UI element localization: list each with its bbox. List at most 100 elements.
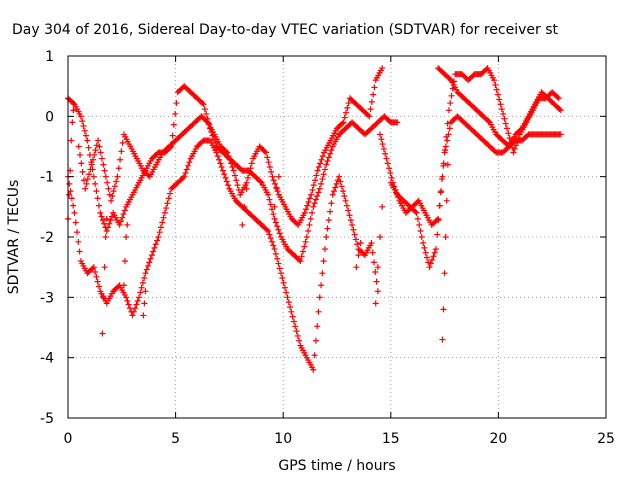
data-point	[440, 160, 447, 167]
data-point	[115, 165, 122, 172]
data-point	[71, 101, 78, 108]
data-point	[83, 180, 90, 187]
data-point	[394, 119, 401, 126]
data-point	[337, 178, 344, 185]
data-point	[214, 153, 221, 160]
data-point	[366, 113, 373, 120]
data-point	[101, 264, 108, 271]
data-point	[120, 282, 127, 289]
data-point	[301, 243, 308, 250]
data-point	[99, 155, 106, 162]
series-2	[65, 137, 381, 373]
series-3	[75, 65, 386, 228]
data-point	[556, 106, 563, 113]
data-point	[155, 234, 162, 240]
data-point	[430, 253, 437, 260]
data-point	[69, 119, 76, 126]
data-point	[325, 217, 332, 224]
chart-title: Day 304 of 2016, Sidereal Day-to-day VTE…	[12, 22, 559, 38]
data-point	[105, 224, 112, 231]
data-point	[338, 183, 345, 190]
data-point	[143, 266, 150, 273]
data-point	[142, 270, 149, 277]
data-point	[500, 110, 507, 117]
data-point	[515, 135, 522, 142]
data-point	[266, 196, 273, 203]
data-point	[107, 217, 114, 224]
data-point	[493, 86, 500, 93]
y-tick-label: -1	[40, 170, 54, 186]
axis-ticks	[67, 55, 607, 419]
data-point	[85, 144, 92, 151]
data-point	[89, 156, 96, 163]
data-point	[269, 238, 276, 245]
data-point	[89, 265, 96, 272]
data-point	[368, 240, 375, 247]
data-point	[387, 170, 394, 177]
data-point	[289, 313, 296, 320]
data-point	[302, 238, 309, 245]
data-point	[80, 177, 87, 184]
data-point	[432, 246, 439, 253]
data-point	[273, 185, 280, 192]
data-point	[364, 112, 371, 119]
data-point	[305, 199, 312, 206]
data-point	[67, 188, 74, 195]
data-point	[80, 122, 87, 129]
data-point	[315, 189, 322, 196]
data-point	[379, 65, 386, 72]
data-point	[247, 165, 254, 172]
data-point	[504, 125, 511, 132]
data-point	[108, 197, 115, 204]
data-point	[311, 200, 318, 207]
data-point	[296, 337, 303, 344]
data-point	[308, 191, 315, 198]
x-tick-label: 0	[64, 431, 73, 447]
data-point	[290, 318, 297, 325]
data-point	[303, 206, 310, 213]
data-point	[377, 234, 384, 240]
series-4	[377, 113, 564, 228]
data-point	[555, 95, 562, 102]
data-point	[170, 121, 177, 128]
data-point	[117, 156, 124, 163]
data-point	[557, 107, 564, 114]
data-point	[243, 179, 250, 186]
data-point	[431, 249, 438, 256]
data-point	[421, 244, 428, 251]
data-point	[122, 258, 129, 265]
data-point	[386, 165, 393, 172]
data-point	[296, 256, 303, 263]
data-point	[199, 100, 206, 107]
data-point	[343, 109, 350, 116]
data-point	[339, 120, 346, 127]
data-point	[320, 171, 327, 178]
data-point	[439, 173, 446, 180]
data-point	[384, 160, 391, 167]
data-point	[514, 138, 521, 145]
data-point	[221, 171, 228, 178]
data-point	[352, 236, 359, 243]
data-point	[513, 142, 520, 149]
data-point	[328, 147, 335, 154]
data-point	[151, 244, 158, 251]
data-point	[106, 220, 113, 227]
data-point	[319, 153, 326, 160]
data-point	[420, 240, 427, 247]
data-point	[145, 262, 152, 269]
data-point	[152, 241, 159, 248]
data-point	[225, 182, 232, 189]
data-point	[82, 185, 89, 192]
data-point	[279, 275, 286, 282]
data-point	[434, 231, 441, 238]
data-point	[121, 207, 128, 214]
data-point	[276, 265, 283, 272]
data-point	[93, 188, 100, 195]
data-point	[160, 214, 167, 221]
data-point	[129, 312, 136, 319]
data-point	[248, 160, 255, 167]
data-point	[222, 148, 229, 155]
data-point	[94, 195, 101, 202]
data-point	[103, 215, 110, 222]
data-point	[116, 221, 123, 228]
